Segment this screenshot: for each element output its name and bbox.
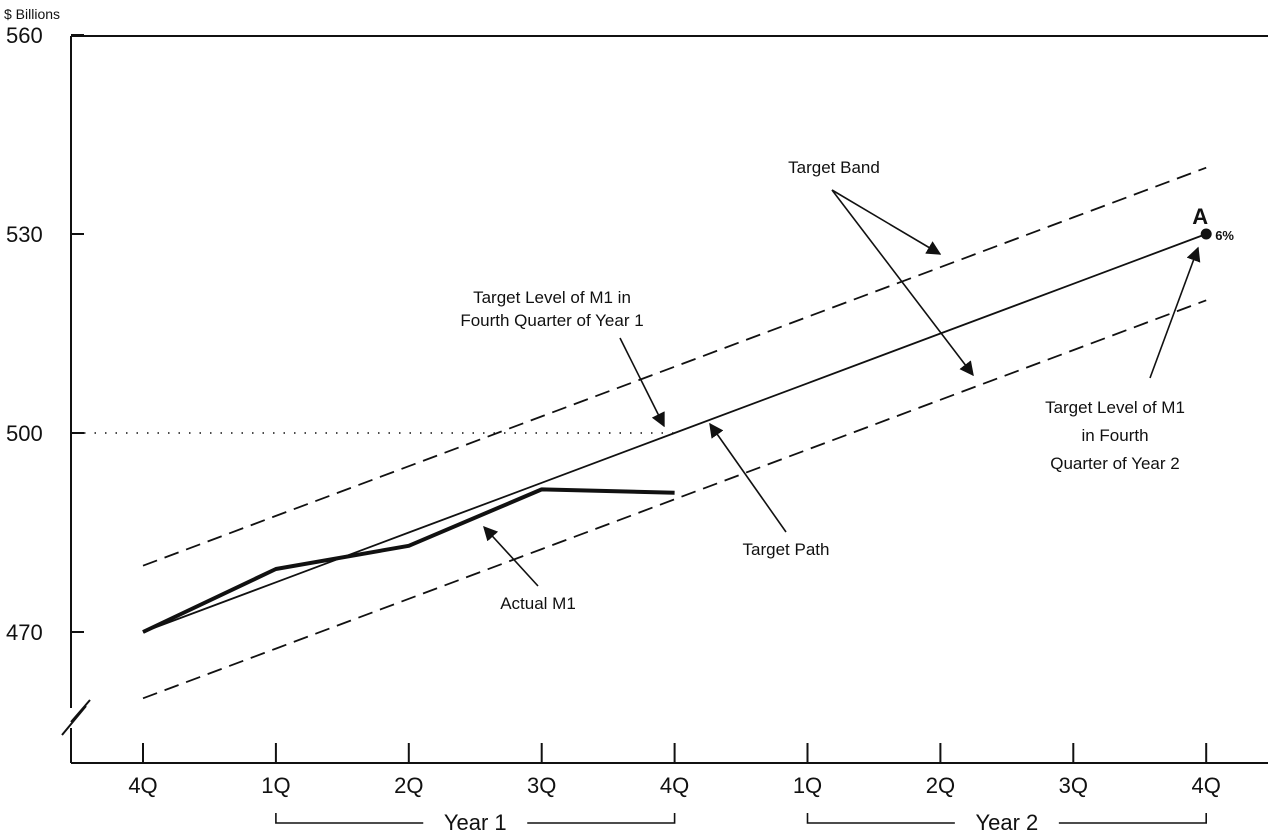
- annotation-target-level-y2-line3: Quarter of Year 2: [1050, 454, 1179, 473]
- series-target-path: [142, 233, 1207, 633]
- arrow-actual-m1: [483, 525, 539, 587]
- annotation-target-level-y2-line1: Target Level of M1: [1045, 398, 1185, 417]
- annotation-target-band: Target Band: [788, 158, 880, 177]
- x-tick-label: 3Q: [1059, 773, 1088, 798]
- year-bracket-left: [806, 813, 955, 824]
- y-tick-label: 560: [6, 23, 43, 48]
- arrow-target-level-y1: [619, 337, 665, 428]
- x-tick-label: 4Q: [128, 773, 157, 798]
- arrow-target-path: [709, 422, 787, 533]
- axes: [61, 35, 1268, 764]
- annotation-arrows: [483, 189, 1201, 587]
- year-bracket-right: [1058, 813, 1207, 824]
- annotation-target-level-y1-line1: Target Level of M1 in: [473, 288, 631, 307]
- series-actual-m1: [142, 487, 675, 634]
- y-ticks: 470 500 530 560: [6, 23, 84, 645]
- x-tick-label: 3Q: [527, 773, 556, 798]
- x-tick-label: 2Q: [394, 773, 423, 798]
- year-groups: Year 1 Year 2: [275, 810, 1207, 832]
- axis-break-icon: [61, 699, 91, 736]
- x-tick-label: 4Q: [660, 773, 689, 798]
- y-tick-label: 500: [6, 421, 43, 446]
- year-bracket-left: [275, 813, 424, 824]
- x-tick-label: 2Q: [926, 773, 955, 798]
- annotation-target-path: Target Path: [743, 540, 830, 559]
- year-bracket-right: [527, 813, 676, 824]
- x-tick-label: 1Q: [261, 773, 290, 798]
- arrow-target-band-lower: [831, 189, 974, 377]
- series-band-upper: [142, 166, 1207, 567]
- year-group-label: Year 1: [444, 810, 507, 832]
- y-tick-label: 470: [6, 620, 43, 645]
- point-a-label: A: [1192, 204, 1208, 229]
- point-a-group: A 6%: [1192, 204, 1234, 243]
- arrow-target-band-upper: [831, 189, 942, 255]
- y-tick-label: 530: [6, 222, 43, 247]
- annotation-actual-m1: Actual M1: [500, 594, 576, 613]
- point-a-marker: [1200, 228, 1212, 240]
- annotation-target-level-y1-line2: Fourth Quarter of Year 1: [460, 311, 643, 330]
- x-tick-label: 1Q: [793, 773, 822, 798]
- arrow-target-level-y2: [1149, 246, 1201, 379]
- y-axis-unit-label: $ Billions: [4, 6, 60, 22]
- x-tick-label: 4Q: [1192, 773, 1221, 798]
- year-group-label: Year 2: [975, 810, 1038, 832]
- series-band-lower: [142, 299, 1207, 700]
- annotation-target-level-y2-line2: in Fourth: [1081, 426, 1148, 445]
- x-ticks: 4Q 1Q 2Q 3Q 4Q 1Q 2Q 3Q 4Q: [128, 743, 1221, 798]
- point-a-value-label: 6%: [1215, 228, 1234, 243]
- series-group: [84, 166, 1207, 700]
